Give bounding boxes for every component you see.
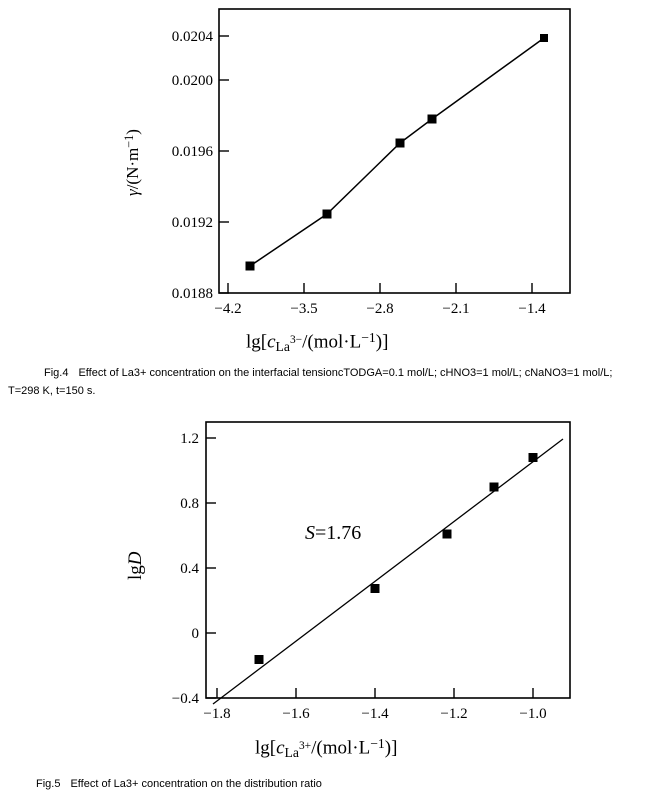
fig4-caption-line1: Effect of La3+ concentration on the inte…: [78, 367, 613, 379]
svg-text:−4.2: −4.2: [214, 301, 241, 317]
svg-text:0.0188: 0.0188: [172, 286, 213, 302]
svg-text:0.0192: 0.0192: [172, 215, 213, 231]
fig5-axes-frame: [205, 421, 571, 699]
svg-text:−0.4: −0.4: [172, 691, 200, 707]
fig5-slope-value: =1.76: [315, 522, 362, 544]
fig5-slope-annotation: S=1.76: [305, 522, 361, 545]
svg-text:1.2: 1.2: [180, 431, 199, 447]
svg-text:−1.4: −1.4: [518, 301, 546, 317]
fig4-x-axis-title: lg[cLa3−/(mol·L−1)]: [246, 330, 389, 355]
svg-text:0.4: 0.4: [180, 561, 199, 577]
fig5-svg: −0.4 0 0.4 0.8 1.2 −1.8 −1.6 −1.4 −1.2 −…: [172, 421, 571, 722]
fig5-y-axis-title: lgD: [125, 551, 146, 580]
fig4-caption-label: Fig.4: [44, 367, 69, 379]
fig4-series-line: [249, 37, 545, 267]
figure-5-block: −0.4 0 0.4 0.8 1.2 −1.8 −1.6 −1.4 −1.2 −…: [0, 412, 670, 790]
fig5-x-ticklabels: −1.8 −1.6 −1.4 −1.2 −1.0: [203, 706, 546, 722]
fig4-caption: Fig.4 Effect of La3+ concentration on the…: [0, 364, 670, 400]
fig4-y-axis-title: γ/(N·m−1): [122, 129, 143, 196]
svg-text:−1.6: −1.6: [282, 706, 310, 722]
svg-text:−1.8: −1.8: [203, 706, 230, 722]
fig5-x-axis-title: lg[cLa3+/(mol·L−1)]: [255, 736, 398, 761]
fig5-caption-line1: Effect of La3+ concentration on the dist…: [70, 778, 322, 790]
fig4-data-markers: [245, 34, 548, 271]
svg-text:−2.8: −2.8: [366, 301, 393, 317]
svg-text:0.0200: 0.0200: [172, 73, 213, 89]
svg-text:0.0204: 0.0204: [172, 29, 214, 45]
fig5-y-ticks: [206, 437, 216, 699]
fig4-caption-line2: T=298 K, t=150 s.: [8, 385, 96, 397]
fig4-y-ticklabels: 0.0188 0.0192 0.0196 0.0200 0.0204: [172, 29, 214, 302]
svg-text:0.0196: 0.0196: [172, 144, 214, 160]
fig5-fit-line: [212, 438, 564, 705]
fig5-y-ticklabels: −0.4 0 0.4 0.8 1.2: [172, 431, 200, 707]
svg-text:0.8: 0.8: [180, 496, 199, 512]
fig5-slope-symbol: S: [305, 522, 315, 544]
svg-text:−2.1: −2.1: [442, 301, 469, 317]
svg-text:0: 0: [192, 626, 200, 642]
fig5-caption: Fig.5 Effect of La3+ concentration on the…: [0, 775, 670, 793]
fig4-y-ticks: [219, 35, 229, 294]
svg-text:−1.0: −1.0: [519, 706, 546, 722]
fig5-x-ticks: [216, 688, 534, 698]
figure-4-block: 0.0188 0.0192 0.0196 0.0200 0.0204 −4.2 …: [0, 0, 670, 397]
svg-text:−3.5: −3.5: [290, 301, 317, 317]
fig5-caption-label: Fig.5: [36, 778, 61, 790]
fig4-plot-area: 0.0188 0.0192 0.0196 0.0200 0.0204 −4.2 …: [0, 0, 600, 320]
fig4-x-ticks: [227, 283, 533, 293]
fig5-plot-area: −0.4 0 0.4 0.8 1.2 −1.8 −1.6 −1.4 −1.2 −…: [0, 412, 620, 732]
fig5-data-markers: [254, 453, 538, 664]
fig4-x-ticklabels: −4.2 −3.5 −2.8 −2.1 −1.4: [214, 301, 546, 317]
fig4-svg: 0.0188 0.0192 0.0196 0.0200 0.0204 −4.2 …: [172, 8, 571, 317]
svg-text:−1.2: −1.2: [440, 706, 467, 722]
svg-text:−1.4: −1.4: [361, 706, 389, 722]
fig4-axes-frame: [218, 8, 571, 294]
